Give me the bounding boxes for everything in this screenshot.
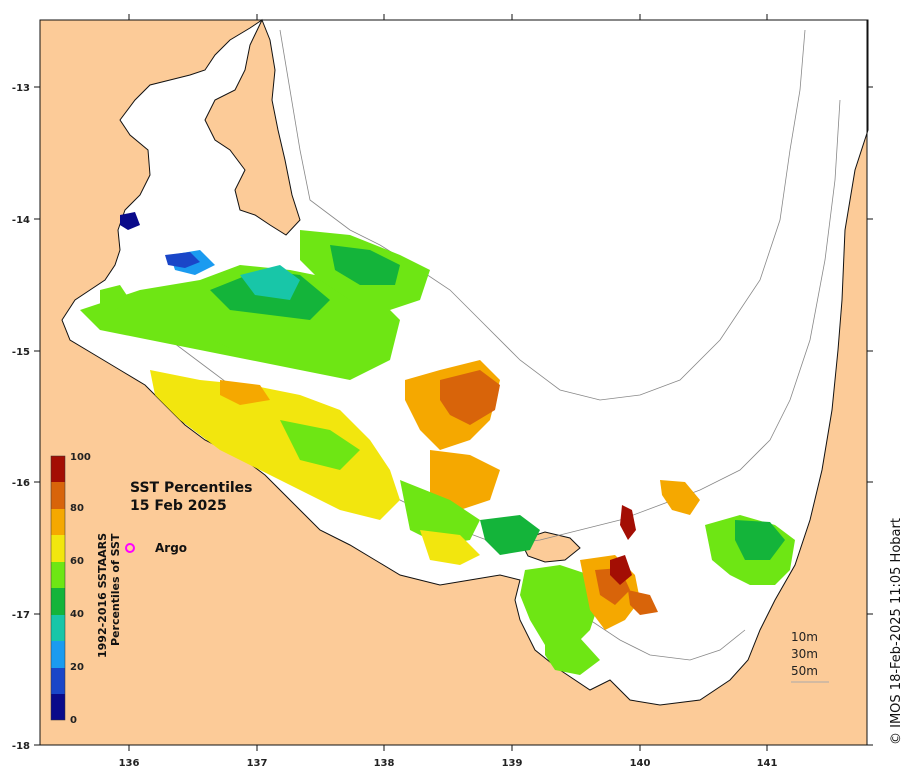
colorbar-tick-label: 20 bbox=[70, 662, 84, 673]
colorbar-tick-label: 100 bbox=[70, 452, 91, 463]
argo-legend-label: Argo bbox=[155, 541, 187, 555]
colorbar-tick-label: 80 bbox=[70, 503, 84, 514]
lon-tick-label: 136 bbox=[119, 758, 140, 769]
map-title: SST Percentiles bbox=[130, 480, 253, 496]
lat-tick-label: -18 bbox=[12, 741, 30, 752]
lon-tick-label: 140 bbox=[630, 758, 651, 769]
lat-tick-label: -14 bbox=[12, 215, 30, 226]
lat-tick-label: -16 bbox=[12, 478, 30, 489]
depth-legend-label: 50m bbox=[791, 664, 818, 678]
map-date: 15 Feb 2025 bbox=[130, 498, 227, 514]
colorbar-tick-label: 40 bbox=[70, 609, 84, 620]
colorbar-tick-label: 0 bbox=[70, 715, 77, 726]
depth-contour-10m bbox=[279, 29, 806, 401]
lon-tick-label: 139 bbox=[502, 758, 523, 769]
depth-legend-label: 10m bbox=[791, 630, 818, 644]
lat-tick-label: -17 bbox=[12, 610, 30, 621]
colorbar-tick-label: 60 bbox=[70, 556, 84, 567]
argo-marker-icon bbox=[125, 543, 135, 553]
depth-legend-label: 30m bbox=[791, 647, 818, 661]
lon-tick-label: 137 bbox=[247, 758, 268, 769]
plot-frame bbox=[39, 19, 868, 746]
lon-tick-label: 138 bbox=[374, 758, 395, 769]
colorbar bbox=[50, 455, 66, 721]
lat-tick-label: -15 bbox=[12, 347, 30, 358]
lat-tick-marks bbox=[34, 86, 873, 746]
lon-tick-label: 141 bbox=[757, 758, 778, 769]
lon-tick-marks bbox=[128, 14, 768, 751]
colorbar-title-line2: Percentiles of SST bbox=[109, 533, 122, 646]
land-peninsula bbox=[204, 18, 301, 236]
colorbar-title-line1: 1992-2016 SSTAARS bbox=[96, 533, 109, 658]
lat-tick-label: -13 bbox=[12, 83, 30, 94]
sst-field bbox=[80, 212, 795, 675]
imos-credit: © IMOS 18-Feb-2025 11:05 Hobart bbox=[889, 518, 904, 745]
